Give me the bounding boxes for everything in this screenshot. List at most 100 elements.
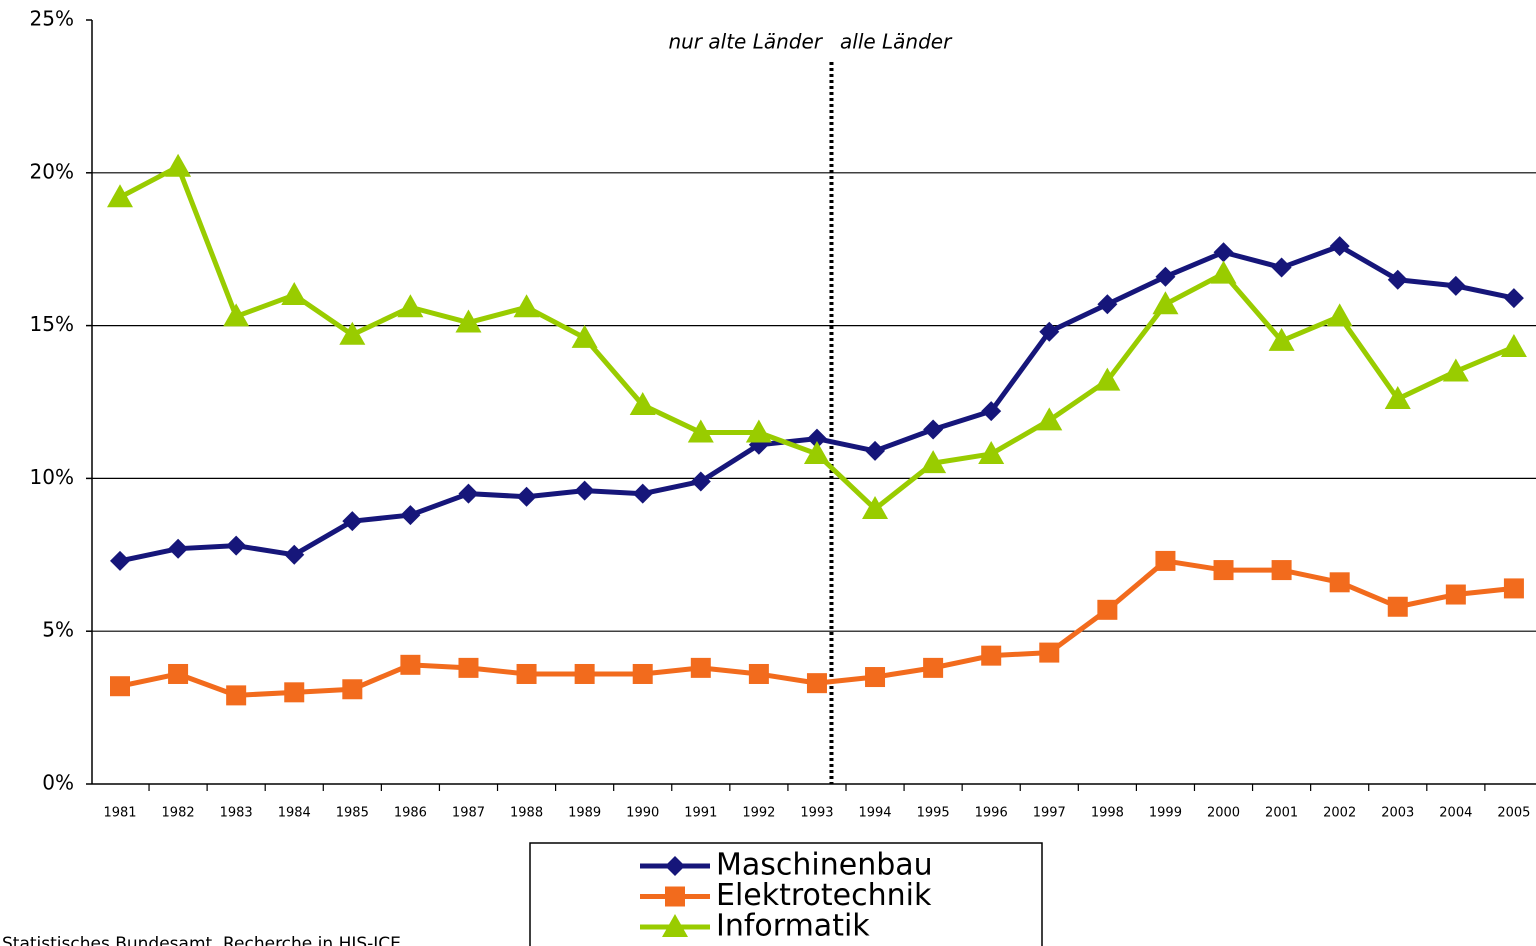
marker <box>632 483 653 504</box>
marker <box>1500 333 1527 357</box>
marker <box>665 856 685 876</box>
marker <box>397 294 424 318</box>
source: Statistisches Bundesamt, Recherche in HI… <box>2 934 401 946</box>
marker <box>923 657 944 678</box>
marker <box>978 440 1005 464</box>
y-tick-label: 25% <box>30 7 74 31</box>
legend-label: Maschinenbau <box>716 848 933 883</box>
y-tick-label: 20% <box>30 159 74 183</box>
marker <box>342 679 363 700</box>
x-tick-label: 1988 <box>510 806 543 821</box>
marker <box>1271 257 1292 278</box>
marker <box>1097 294 1118 315</box>
marker <box>574 663 595 684</box>
marker <box>865 440 886 461</box>
marker <box>748 663 769 684</box>
marker <box>110 676 130 697</box>
marker <box>168 663 189 684</box>
marker <box>1326 303 1353 327</box>
marker <box>1387 269 1408 290</box>
marker <box>110 550 130 571</box>
marker <box>690 657 711 678</box>
marker <box>1445 584 1466 605</box>
marker <box>458 657 479 678</box>
marker <box>574 480 595 501</box>
marker <box>632 663 653 684</box>
x-tick-label: 2003 <box>1381 806 1414 821</box>
marker <box>920 450 947 474</box>
series-line <box>119 243 1515 564</box>
y-tick-label: 15% <box>30 312 74 336</box>
legend-box <box>529 842 1043 946</box>
marker <box>629 392 656 416</box>
marker <box>455 309 482 333</box>
marker <box>981 401 1002 422</box>
x-tick-label: 1991 <box>684 806 717 821</box>
marker <box>284 682 305 703</box>
marker <box>1097 599 1118 620</box>
x-tick-label: 1998 <box>1091 806 1124 821</box>
marker <box>223 303 250 327</box>
marker <box>1387 596 1408 617</box>
marker <box>226 535 247 556</box>
marker <box>981 645 1002 666</box>
marker <box>806 673 827 694</box>
x-tick-label: 2001 <box>1265 806 1298 821</box>
marker <box>342 511 363 532</box>
marker <box>458 483 479 504</box>
marker <box>862 495 889 519</box>
x-tick-label: 1985 <box>336 806 369 821</box>
marker <box>1213 560 1234 581</box>
marker <box>690 471 711 492</box>
marker <box>571 324 598 348</box>
x-tick-label: 1992 <box>742 806 775 821</box>
marker <box>1213 242 1234 263</box>
marker <box>1442 358 1469 382</box>
marker <box>1039 321 1060 342</box>
y-tick-label: 5% <box>42 618 74 642</box>
marker <box>1329 572 1350 593</box>
marker <box>513 294 540 318</box>
x-tick-label: 1981 <box>103 806 136 821</box>
marker <box>1094 367 1121 391</box>
marker <box>281 282 308 306</box>
legend-label: Informatik <box>716 909 870 944</box>
marker <box>1384 385 1411 409</box>
x-tick-label: 1995 <box>917 806 950 821</box>
marker <box>1155 266 1176 287</box>
marker <box>687 419 714 443</box>
marker <box>284 544 305 565</box>
x-tick-label: 1990 <box>626 806 659 821</box>
marker <box>665 886 685 907</box>
marker <box>400 505 421 526</box>
annotation: nur alte Länder <box>668 30 823 54</box>
x-tick-label: 1994 <box>858 806 891 821</box>
marker <box>1152 291 1179 315</box>
marker <box>1268 327 1295 351</box>
x-tick-label: 2002 <box>1323 806 1356 821</box>
marker <box>1329 236 1350 257</box>
marker <box>1271 560 1292 581</box>
marker <box>745 419 772 443</box>
x-tick-label: 2004 <box>1439 806 1472 821</box>
marker <box>803 440 830 464</box>
marker <box>226 685 247 706</box>
marker <box>339 321 366 345</box>
marker <box>865 667 886 688</box>
x-tick-label: 1996 <box>975 806 1008 821</box>
y-tick-label: 10% <box>30 465 74 489</box>
x-tick-label: 1987 <box>452 806 485 821</box>
marker <box>516 486 537 507</box>
marker <box>662 914 688 937</box>
marker <box>1155 550 1176 571</box>
x-tick-label: 1984 <box>278 806 311 821</box>
marker <box>1039 642 1060 663</box>
x-tick-label: 1999 <box>1149 806 1182 821</box>
marker <box>168 538 189 559</box>
x-tick-label: 1993 <box>800 806 833 821</box>
marker <box>806 428 827 449</box>
marker <box>1210 260 1237 284</box>
x-tick-label: 1997 <box>1033 806 1066 821</box>
marker <box>107 184 133 208</box>
